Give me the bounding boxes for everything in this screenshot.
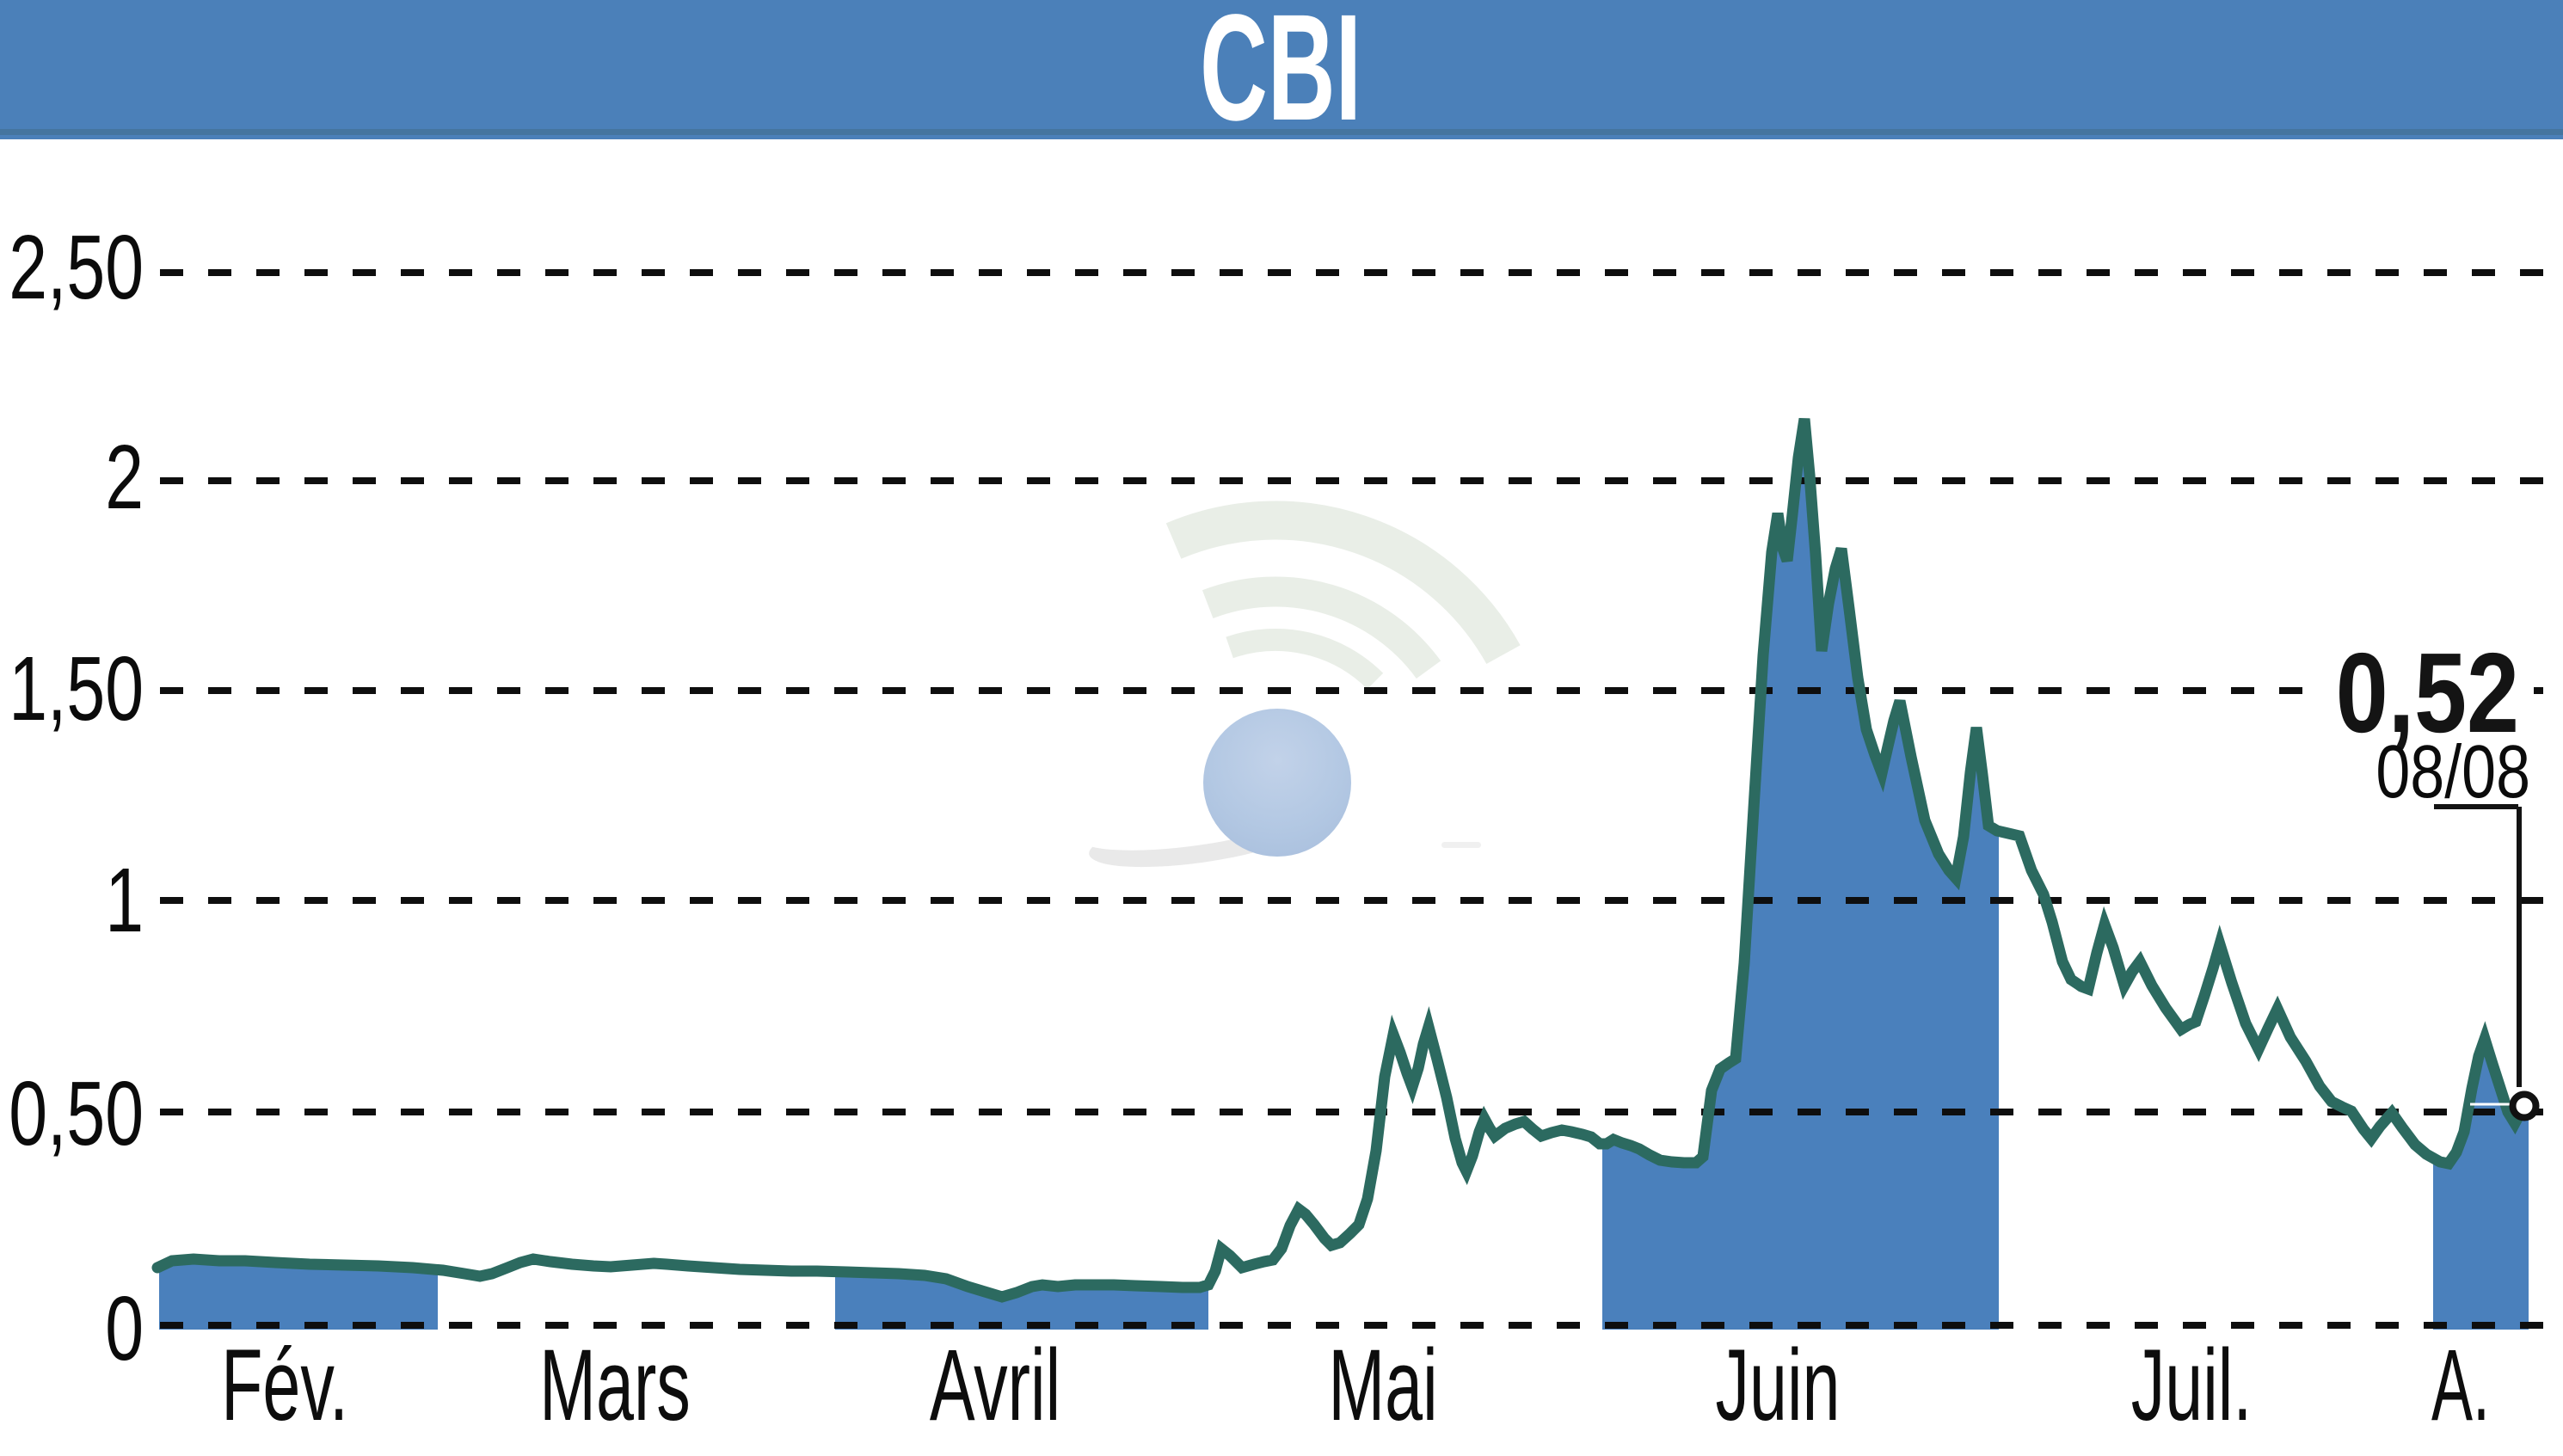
svg-text:08/08: 08/08 xyxy=(2376,729,2530,813)
svg-text:Juil.: Juil. xyxy=(2131,1329,2253,1442)
svg-text:1: 1 xyxy=(105,849,144,950)
svg-text:Juin: Juin xyxy=(1715,1329,1840,1442)
svg-text:Mai: Mai xyxy=(1328,1329,1437,1442)
svg-text:1,50: 1,50 xyxy=(9,637,144,739)
svg-text:0,52: 0,52 xyxy=(2336,629,2519,756)
svg-text:Mars: Mars xyxy=(539,1329,691,1442)
svg-text:2: 2 xyxy=(105,426,144,527)
svg-text:CBI: CBI xyxy=(1200,0,1361,152)
svg-text:A.: A. xyxy=(2431,1329,2490,1442)
svg-text:2,50: 2,50 xyxy=(9,216,144,317)
svg-text:0,50: 0,50 xyxy=(9,1062,144,1164)
svg-text:Avril: Avril xyxy=(930,1329,1060,1442)
svg-text:0: 0 xyxy=(105,1277,144,1379)
svg-text:Fév.: Fév. xyxy=(221,1329,348,1442)
